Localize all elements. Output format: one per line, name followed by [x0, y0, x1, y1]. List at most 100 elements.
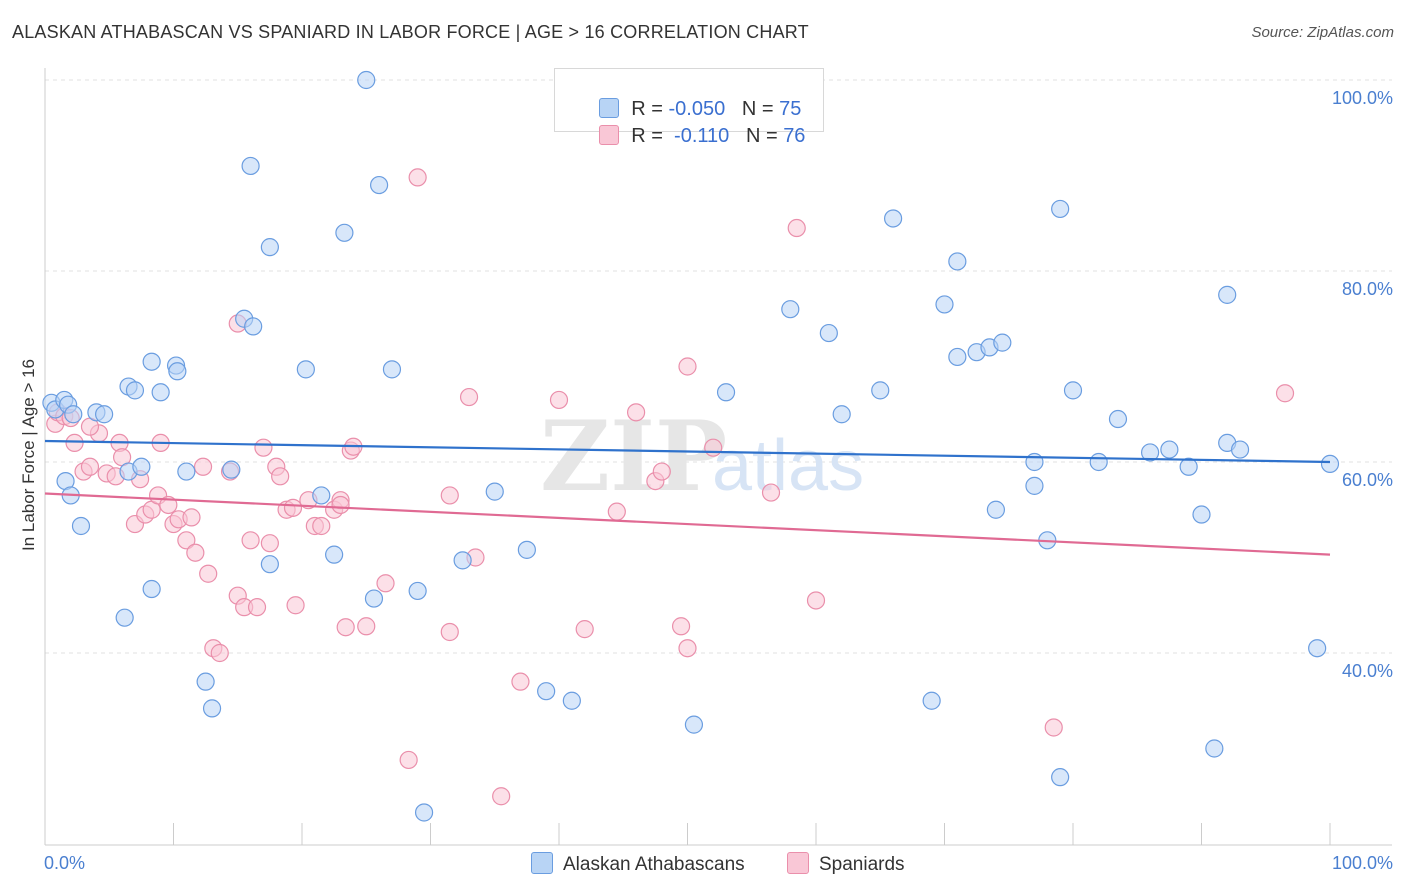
- spaniards-point-70: [787, 218, 806, 238]
- spaniards-point-75: [182, 508, 201, 527]
- alaskan-athabascans-point-4: [64, 405, 83, 424]
- legend-n-label: N =: [741, 98, 780, 120]
- spaniards-point-68: [704, 438, 723, 457]
- alaskan-athabascans-point-9: [125, 381, 145, 400]
- spaniards-point-73: [1275, 384, 1295, 403]
- chart-source: Source: ZipAtlas.com: [1251, 24, 1394, 41]
- spaniards-point-33: [247, 598, 267, 617]
- watermark: ZIP atlas: [540, 400, 864, 513]
- bottom-legend-label: Spaniards: [819, 854, 905, 875]
- series-alaskan-athabascans-points: [42, 70, 1340, 822]
- alaskan-athabascans-point-42: [537, 682, 556, 701]
- alaskan-athabascans-point-70: [1192, 505, 1211, 524]
- bottom-legend-alaskan-athabascans: Alaskan Athabascans: [531, 852, 745, 876]
- alaskan-athabascans-point-21: [142, 579, 161, 599]
- spaniards-point-66: [678, 639, 697, 658]
- spaniards-point-49: [357, 617, 376, 636]
- alaskan-athabascans-point-67: [1140, 443, 1160, 462]
- spaniards-point-71: [806, 591, 826, 610]
- spaniards-point-67: [678, 357, 697, 376]
- spaniards-point-46: [336, 618, 355, 637]
- stats-legend: R = -0.050 N = 75 R = -0.110 N = 76: [554, 68, 824, 147]
- spaniards-point-61: [607, 502, 626, 521]
- alaskan-athabascans-point-45: [716, 383, 736, 402]
- alaskan-athabascans-point-68: [1160, 440, 1179, 459]
- alaskan-athabascans-point-65: [1089, 452, 1108, 472]
- alaskan-athabascans-point-72: [1218, 285, 1237, 304]
- spaniards-point-32: [241, 531, 260, 550]
- spaniards-point-69: [761, 483, 781, 502]
- tick-labels: 40.0% 60.0% 80.0% 100.0% 0.0% 100.0%: [44, 88, 1393, 873]
- alaskan-athabascans-point-20: [202, 699, 222, 718]
- spaniards-point-4: [65, 433, 84, 452]
- alaskan-athabascans-point-49: [871, 381, 890, 400]
- y-tick-label-3: 100.0%: [1332, 88, 1393, 108]
- spaniards-point-23: [186, 543, 205, 562]
- alaskan-athabascans-point-57: [993, 333, 1012, 352]
- alaskan-athabascans-point-27: [241, 156, 260, 176]
- spaniards-point-57: [492, 787, 511, 806]
- alaskan-athabascans-point-11: [142, 352, 161, 371]
- alaskan-athabascans-point-50: [883, 209, 903, 228]
- alaskan-athabascans-point-74: [1230, 440, 1250, 459]
- spaniards-point-55: [459, 387, 479, 407]
- alaskan-athabascans-point-44: [684, 715, 704, 734]
- spaniards-point-52: [408, 168, 427, 187]
- legend-n-value: 75: [779, 98, 802, 120]
- chart-title: ALASKAN ATHABASCAN VS SPANIARD IN LABOR …: [12, 22, 809, 42]
- x-tick-label-1: 100.0%: [1332, 853, 1393, 873]
- alaskan-athabascans-point-52: [935, 295, 954, 314]
- trend-line-alaskan-athabascans: [44, 439, 1331, 464]
- alaskan-athabascans-point-30: [312, 486, 331, 505]
- spaniards-point-64: [652, 462, 671, 481]
- alaskan-athabascans-point-39: [453, 551, 472, 570]
- spaniards-point-37: [271, 467, 290, 486]
- alaskan-athabascans-point-71: [1205, 739, 1224, 758]
- alaskan-athabascans-point-58: [986, 500, 1006, 519]
- spaniards-point-59: [549, 390, 569, 410]
- alaskan-athabascans-point-54: [948, 347, 967, 367]
- spaniards-point-50: [376, 574, 395, 593]
- alaskan-athabascans-point-26: [260, 238, 279, 257]
- alaskan-athabascans-point-29: [296, 360, 315, 379]
- legend-n-label: N =: [745, 125, 784, 147]
- alaskan-athabascans-point-28: [260, 555, 279, 574]
- alaskan-athabascans-point-35: [364, 589, 384, 608]
- legend-r-value: -0.110: [668, 125, 730, 147]
- spaniards-point-27: [210, 643, 229, 663]
- alaskan-athabascans-point-38: [414, 803, 434, 822]
- legend-swatch-blue: [599, 98, 620, 118]
- spaniards-point-72: [1044, 718, 1063, 737]
- alaskan-athabascans-point-48: [832, 405, 851, 424]
- spaniards-point-34: [254, 438, 273, 457]
- alaskan-athabascans-point-32: [335, 223, 354, 242]
- spaniards-point-43: [312, 516, 331, 536]
- alaskan-athabascans-point-53: [948, 252, 967, 271]
- alaskan-athabascans-point-75: [1308, 639, 1327, 658]
- bottom-legend-swatch-blue: [531, 852, 553, 874]
- axes: [44, 68, 1392, 846]
- y-tick-label-0: 40.0%: [1342, 661, 1393, 681]
- spaniards-point-25: [199, 564, 218, 583]
- alaskan-athabascans-point-23: [222, 460, 241, 479]
- alaskan-athabascans-point-64: [1063, 381, 1083, 400]
- alaskan-athabascans-point-46: [781, 300, 800, 319]
- alaskan-athabascans-point-33: [357, 70, 376, 90]
- alaskan-athabascans-point-66: [1108, 409, 1128, 429]
- trend-line-spaniards: [44, 492, 1331, 556]
- watermark-atlas: atlas: [712, 426, 864, 506]
- legend-n-value: 76: [783, 125, 806, 147]
- alaskan-athabascans-point-18: [177, 462, 196, 481]
- alaskan-athabascans-point-16: [71, 516, 91, 536]
- alaskan-athabascans-point-31: [325, 545, 344, 564]
- spaniards-point-6: [80, 457, 100, 476]
- x-tick-label-0: 0.0%: [44, 853, 85, 873]
- alaskan-athabascans-point-40: [485, 482, 504, 501]
- spaniards-point-24: [193, 457, 213, 476]
- spaniards-point-40: [286, 596, 305, 615]
- alaskan-athabascans-point-62: [1051, 199, 1070, 219]
- alaskan-athabascans-point-19: [196, 672, 215, 691]
- spaniards-point-35: [260, 534, 279, 553]
- alaskan-athabascans-point-12: [151, 383, 170, 402]
